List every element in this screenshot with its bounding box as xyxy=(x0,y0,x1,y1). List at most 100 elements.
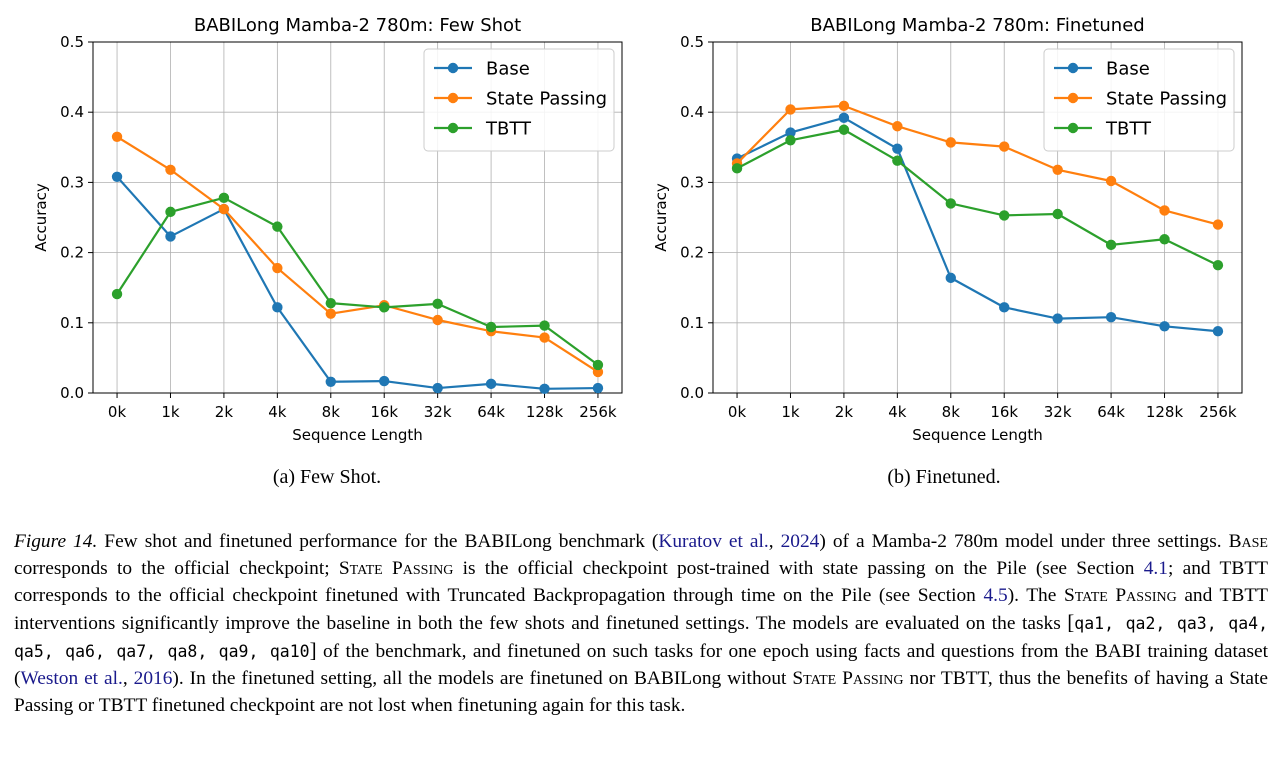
data-point xyxy=(485,378,497,390)
y-tick-label: 0.1 xyxy=(60,314,84,332)
chart-title: BABILong Mamba-2 780m: Finetuned xyxy=(810,15,1144,36)
legend-label: State Passing xyxy=(486,89,607,110)
caption-text: corresponds to the official checkpoint; xyxy=(14,558,339,579)
x-tick-label: 8k xyxy=(322,403,341,421)
y-tick-label: 0.4 xyxy=(680,103,704,121)
data-point xyxy=(325,308,336,319)
data-point xyxy=(592,359,604,371)
data-point xyxy=(432,382,443,394)
data-point xyxy=(1105,175,1117,187)
caption-text: ). In the finetuned setting, all the mod… xyxy=(172,668,793,689)
bracket-open: [ xyxy=(1067,610,1075,634)
data-point xyxy=(838,112,850,124)
legend-label: TBTT xyxy=(1105,119,1152,140)
citation-link[interactable]: Kuratov et al. xyxy=(658,531,769,552)
y-tick-label: 0.5 xyxy=(680,33,704,51)
x-tick-label: 256k xyxy=(579,403,617,421)
series-line-state-passing xyxy=(736,104,1219,226)
x-tick-label: 0k xyxy=(728,403,747,421)
x-tick-label: 16k xyxy=(990,403,1018,421)
x-tick-label: 64k xyxy=(1097,403,1125,421)
data-point xyxy=(1212,219,1224,230)
series-line-tbtt xyxy=(736,128,1219,267)
data-point xyxy=(432,314,443,326)
few-shot-chart: 0k 1k 2k 4k 8k 16k 32k 64k 128k 256k 0.0 0.1 0.2 0.3 0… xyxy=(32,15,623,444)
x-tick-label: 64k xyxy=(477,403,505,421)
legend-box xyxy=(423,48,615,152)
plot-frame xyxy=(92,41,623,394)
data-point xyxy=(379,302,390,313)
legend-label: TBTT xyxy=(485,119,532,140)
data-point xyxy=(111,171,123,182)
bracket-close: ] xyxy=(309,638,317,662)
caption-text: , xyxy=(122,668,134,689)
data-point xyxy=(325,376,336,387)
x-tick-label: 0k xyxy=(108,403,127,421)
data-point xyxy=(539,383,550,394)
data-point xyxy=(1052,164,1063,175)
section-link[interactable]: 4.5 xyxy=(983,585,1008,606)
data-point xyxy=(838,100,850,112)
data-point xyxy=(485,321,497,333)
caption-text: of the benchmark, and finetuned on such … xyxy=(14,641,1268,689)
x-tick-label: 128k xyxy=(526,403,564,421)
caption-text: and TBTT interventions significantly imp… xyxy=(14,585,1269,634)
x-tick-label: 8k xyxy=(942,403,961,421)
data-point xyxy=(165,231,176,242)
term-base: Base xyxy=(1228,531,1268,552)
caption-text: Few shot and finetuned performance for t… xyxy=(97,531,659,552)
y-tick-label: 0.3 xyxy=(60,173,84,191)
y-tick-label: 0.0 xyxy=(60,384,84,402)
citation-link[interactable]: Weston et al. xyxy=(20,668,123,689)
y-tick-label: 0.5 xyxy=(60,33,84,51)
caption-text: ) of a Mamba-2 780m model under three se… xyxy=(819,531,1229,552)
citation-year-link[interactable]: 2016 xyxy=(133,668,173,689)
data-point xyxy=(999,210,1010,221)
data-point xyxy=(945,137,956,148)
x-tick-label: 32k xyxy=(1044,403,1072,421)
data-point xyxy=(1212,260,1224,271)
data-point xyxy=(1052,313,1063,324)
data-point xyxy=(165,206,176,218)
data-point xyxy=(1212,326,1224,337)
legend-marker xyxy=(1067,92,1079,104)
x-tick-label: 2k xyxy=(835,403,854,421)
series-line-tbtt xyxy=(116,196,599,366)
task-list: qa1, qa2, qa3, qa4, qa5, qa6, qa7, qa8, … xyxy=(14,614,1268,661)
y-axis-label: Accuracy xyxy=(652,183,670,252)
y-axis-label: Accuracy xyxy=(32,183,50,252)
data-point xyxy=(218,192,230,204)
legend-box xyxy=(1043,48,1235,152)
data-point xyxy=(432,298,443,310)
series-line-base xyxy=(736,116,1219,333)
data-point xyxy=(218,203,230,215)
data-point xyxy=(892,143,903,154)
finetuned-chart: 0k 1k 2k 4k 8k 16k 32k 64k 128k 256k 0.0 0.1 0.2 0.3 0… xyxy=(652,15,1243,444)
data-point xyxy=(838,124,850,135)
x-tick-label: 1k xyxy=(161,403,180,421)
data-point xyxy=(111,288,123,300)
legend-marker xyxy=(1067,122,1079,134)
x-tick-label: 256k xyxy=(1199,403,1237,421)
x-axis-label: Sequence Length xyxy=(292,426,423,444)
data-point xyxy=(945,272,956,284)
y-tick-label: 0.0 xyxy=(680,384,704,402)
caption-text: ; and TBTT corresponds to the official c… xyxy=(14,558,1269,606)
x-tick-label: 32k xyxy=(424,403,452,421)
caption-text: nor TBTT, thus the benefits of having a … xyxy=(14,668,1269,716)
x-tick-label: 4k xyxy=(268,403,287,421)
x-axis-label: Sequence Length xyxy=(912,426,1043,444)
x-tick-label: 1k xyxy=(781,403,800,421)
figure-caption: Figure 14. Few shot and finetuned perfor… xyxy=(14,528,1268,719)
section-link[interactable]: 4.1 xyxy=(1143,558,1168,579)
x-tick-label: 2k xyxy=(215,403,234,421)
term-state-passing: State Passing xyxy=(1063,585,1177,606)
data-point xyxy=(539,320,550,331)
data-point xyxy=(272,262,283,274)
data-point xyxy=(945,198,956,209)
data-point xyxy=(1159,234,1170,245)
subcaption-finetuned: (b) Finetuned. xyxy=(887,466,1001,488)
citation-year-link[interactable]: 2024 xyxy=(780,531,820,552)
term-state-passing: State Passing xyxy=(338,558,454,579)
data-point xyxy=(272,221,283,232)
